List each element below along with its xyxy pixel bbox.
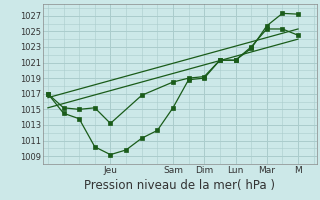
X-axis label: Pression niveau de la mer( hPa ): Pression niveau de la mer( hPa ): [84, 179, 276, 192]
